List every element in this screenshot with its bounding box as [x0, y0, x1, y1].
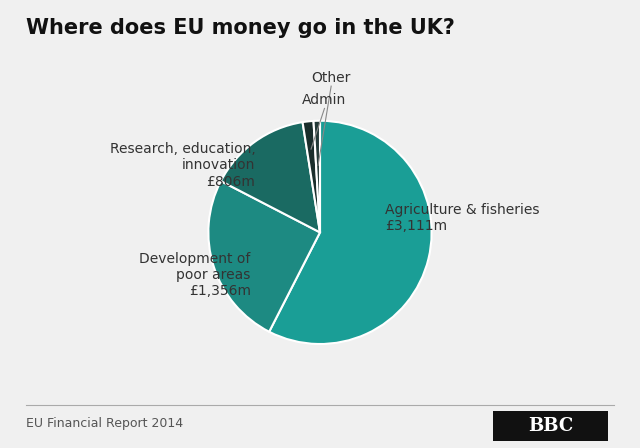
Text: BBC: BBC: [528, 417, 573, 435]
Wedge shape: [269, 121, 431, 344]
Text: Research, education,
innovation
£806m: Research, education, innovation £806m: [109, 142, 255, 189]
Text: EU Financial Report 2014: EU Financial Report 2014: [26, 417, 183, 430]
Text: Where does EU money go in the UK?: Where does EU money go in the UK?: [26, 18, 454, 38]
Wedge shape: [221, 122, 320, 233]
Text: Admin: Admin: [302, 93, 347, 108]
Text: Agriculture & fisheries
£3,111m: Agriculture & fisheries £3,111m: [385, 203, 540, 233]
Text: Other: Other: [312, 71, 351, 85]
Wedge shape: [209, 181, 320, 332]
Wedge shape: [303, 121, 320, 233]
Text: Development of
poor areas
£1,356m: Development of poor areas £1,356m: [140, 252, 251, 298]
Wedge shape: [314, 121, 320, 233]
